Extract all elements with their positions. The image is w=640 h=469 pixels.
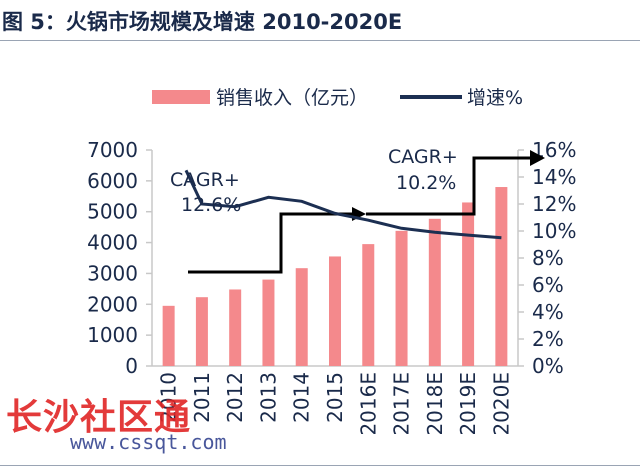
cagr-label-1-line2: 12.6%: [181, 194, 241, 216]
y-right-tick-label: 12%: [532, 192, 576, 216]
bar-2013: [262, 279, 275, 366]
y-left-tick-label: 5000: [87, 200, 138, 224]
x-tick-label: 2017E: [390, 372, 414, 436]
bar-2010: [162, 305, 175, 366]
cagr-arrow-2-head: [530, 150, 545, 166]
x-tick-label: 2010: [157, 372, 181, 423]
cagr-label-2-line2: 10.2%: [396, 172, 456, 194]
bar-2017E: [395, 230, 408, 366]
cagr-arrow-1: [188, 212, 352, 274]
bar-2012: [229, 289, 242, 366]
y-left-tick-label: 7000: [87, 138, 138, 162]
legend-line-label: 增速%: [467, 87, 523, 109]
y-left-tick-label: 3000: [87, 261, 138, 285]
y-right-tick-labels: 0%2%4%6%8%10%12%14%16%: [518, 138, 576, 378]
cagr-arrows: [188, 150, 545, 274]
y-left-tick-label: 0: [125, 354, 138, 378]
x-tick-label: 2015: [323, 372, 347, 423]
y-left-tick-label: 4000: [87, 231, 138, 255]
y-right-tick-label: 14%: [532, 165, 576, 189]
legend: 销售收入（亿元） 增速%: [152, 87, 523, 109]
bar-2011: [195, 297, 208, 366]
watermark-url: www.cssqt.com: [70, 430, 227, 454]
bar-2020E: [495, 187, 508, 366]
chart-title: 图 5：火锅市场规模及增速 2010-2020E: [2, 10, 403, 34]
legend-bar-swatch: [152, 90, 210, 104]
x-tick-label: 2020E: [489, 372, 513, 436]
y-left-tick-label: 6000: [87, 169, 138, 193]
y-right-tick-label: 2%: [532, 327, 564, 351]
title-divider: [0, 40, 640, 41]
y-right-tick-label: 4%: [532, 300, 564, 324]
watermark-brand: 长沙社区通: [6, 397, 192, 438]
x-tick-label: 2011: [190, 372, 214, 423]
bar-2014: [295, 268, 308, 366]
x-tick-label: 2016E: [356, 372, 380, 436]
bar-2015: [329, 256, 341, 366]
y-right-tick-label: 6%: [532, 273, 564, 297]
cagr-label-1-line1: CAGR+: [170, 169, 240, 191]
bar-2016E: [362, 244, 375, 366]
x-tick-label: 2018E: [423, 372, 447, 436]
x-tick-label: 2019E: [456, 372, 480, 436]
x-tick-labels: 2010 2011 2012 2013 2014 2015 2016E 2017E 2018E 2…: [157, 372, 514, 436]
x-tick-label: 2013: [256, 372, 280, 423]
x-tick-label: 2014: [290, 372, 314, 423]
bottom-divider: [0, 465, 640, 466]
y-left-tick-label: 1000: [87, 323, 138, 347]
growth-rate-line: [184, 169, 502, 240]
bar-2018E: [428, 218, 441, 366]
legend-bar-label: 销售收入（亿元）: [216, 87, 368, 109]
cagr-arrow-2: [366, 156, 530, 216]
bar-2019E: [462, 202, 475, 366]
x-tick-label: 2012: [223, 372, 247, 423]
y-right-tick-label: 8%: [532, 246, 564, 270]
y-left-tick-label: 2000: [87, 292, 138, 316]
cagr-label-2-line1: CAGR+: [388, 146, 458, 168]
bar-series: [162, 187, 508, 366]
y-left-tick-labels: 0 1000 2000 3000 4000 5000 6000 7000: [87, 138, 152, 378]
y-right-tick-label: 0%: [532, 354, 564, 378]
y-right-tick-label: 10%: [532, 219, 576, 243]
